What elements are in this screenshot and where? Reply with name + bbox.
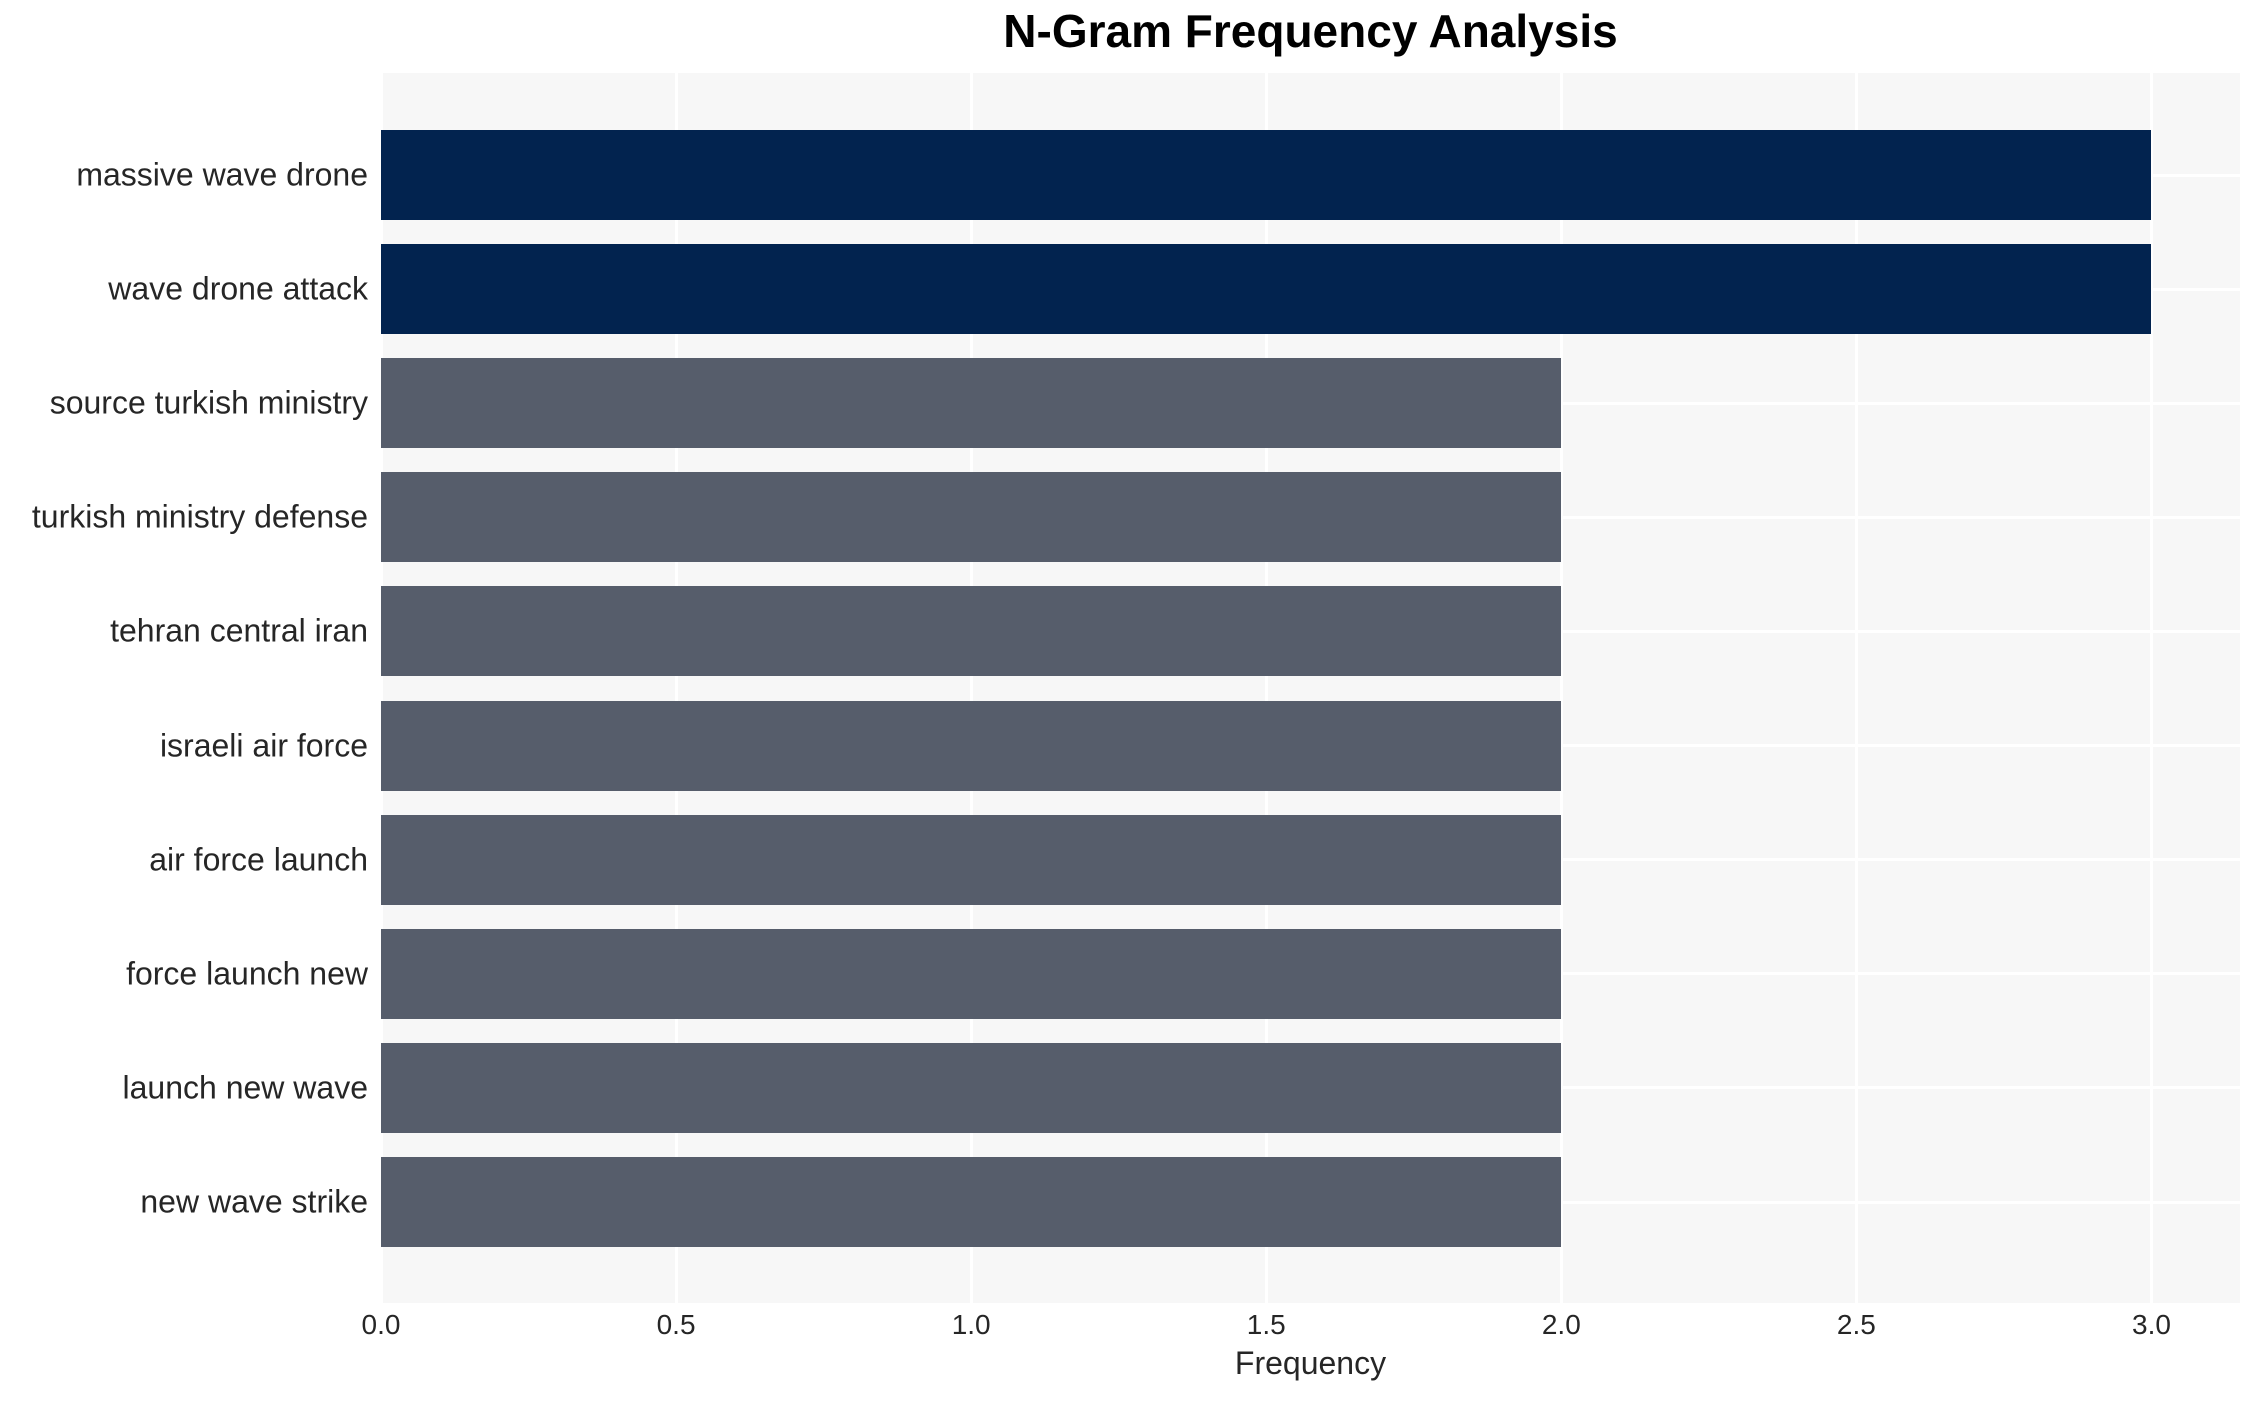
bar <box>381 586 1562 677</box>
y-tick-label: massive wave drone <box>76 156 368 193</box>
x-tick-label: 2.5 <box>1836 1309 1876 1340</box>
bar <box>381 814 1562 905</box>
y-tick-label: tehran central iran <box>110 612 368 649</box>
grid-line-vertical <box>1559 73 1563 1303</box>
bar <box>381 700 1562 791</box>
x-tick-label: 0.5 <box>656 1309 696 1340</box>
bar <box>381 358 1562 449</box>
y-tick-label: air force launch <box>149 841 368 878</box>
y-tick-label: israeli air force <box>159 726 368 763</box>
x-tick-label: 2.0 <box>1541 1309 1581 1340</box>
bar <box>381 928 1562 1019</box>
bar <box>381 244 2152 335</box>
y-tick-label: source turkish ministry <box>49 384 368 421</box>
grid-line-vertical <box>2149 73 2153 1303</box>
y-tick-label: force launch new <box>126 955 368 992</box>
x-tick-label: 0.0 <box>361 1309 401 1340</box>
grid-line-vertical <box>1854 73 1858 1303</box>
y-tick-label: turkish ministry defense <box>31 498 368 535</box>
grid-line-vertical <box>381 73 383 1303</box>
bar <box>381 472 1562 563</box>
x-axis-label: Frequency <box>1234 1345 1387 1381</box>
x-tick-label: 1.0 <box>951 1309 991 1340</box>
grid-line-vertical <box>674 73 678 1303</box>
x-tick-label: 3.0 <box>2132 1309 2171 1340</box>
x-tick-label: 1.5 <box>1246 1309 1286 1340</box>
grid-line-vertical <box>969 73 973 1303</box>
bar <box>381 1042 1562 1133</box>
y-tick-label: launch new wave <box>122 1069 368 1106</box>
bar <box>381 1157 1562 1247</box>
grid-line-vertical <box>1264 73 1268 1303</box>
chart-title: N-Gram Frequency Analysis <box>1003 5 1618 57</box>
y-tick-label: new wave strike <box>140 1183 368 1220</box>
bar <box>381 130 2152 220</box>
y-tick-label: wave drone attack <box>108 270 368 307</box>
plot-area <box>381 73 2240 1303</box>
